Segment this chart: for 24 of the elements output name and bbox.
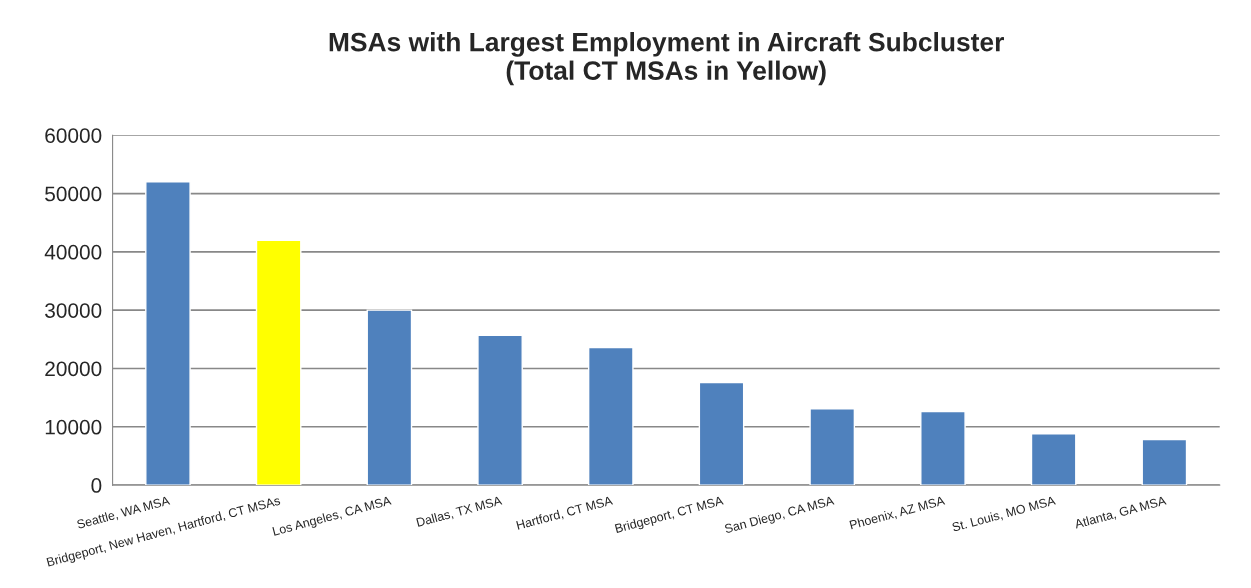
bar xyxy=(587,346,634,486)
y-tick-label: 60000 xyxy=(45,128,102,143)
bar xyxy=(366,309,413,486)
bar xyxy=(698,381,745,486)
y-tick-label: 20000 xyxy=(45,361,102,377)
bar xyxy=(1030,433,1077,486)
x-tick-label: Atlanta, GA MSA xyxy=(1073,495,1168,531)
x-tick-label: Phoenix, AZ MSA xyxy=(849,495,946,531)
y-tick-label: 0 xyxy=(91,478,102,493)
y-tick-label: 40000 xyxy=(44,244,102,260)
bar xyxy=(145,181,191,486)
chart-title: MSAs with Largest Employment in Aircraft Subcluster (Total CT MSAs in Yellow) xyxy=(329,32,1004,86)
bar xyxy=(1141,438,1188,486)
x-tick-label: Dallas, TX MSA xyxy=(416,495,503,529)
y-tick-label: 10000 xyxy=(45,419,102,435)
x-tick-label: Hartford, CT MSA xyxy=(516,495,614,532)
bar xyxy=(477,334,523,486)
x-tick-label: St. Louis, MO MSA xyxy=(951,495,1057,534)
y-tick-label: 30000 xyxy=(45,303,102,318)
y-tick-label: 50000 xyxy=(45,186,102,202)
bar xyxy=(920,410,966,486)
bar xyxy=(809,408,856,486)
bar xyxy=(255,239,302,486)
x-tick-label: San Diego, CA MSA xyxy=(724,495,836,536)
